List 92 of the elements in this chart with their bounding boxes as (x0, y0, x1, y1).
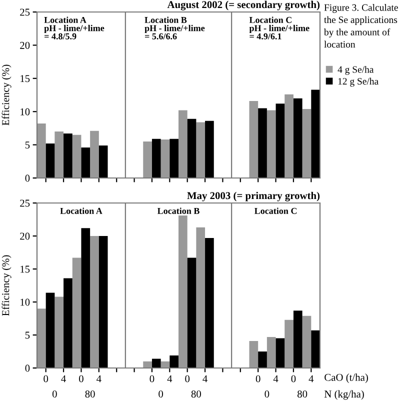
bar (143, 141, 152, 178)
x-tick-label: 0 (256, 375, 260, 382)
bar (302, 108, 312, 178)
bar (54, 296, 64, 368)
x-tick-label: 0 (185, 375, 190, 382)
bar (72, 258, 82, 368)
bar (46, 143, 55, 178)
bar (276, 338, 285, 368)
y-tick-label: 25 (20, 8, 30, 16)
bar (81, 147, 90, 178)
bar (160, 139, 170, 178)
bar (90, 236, 99, 368)
bar (178, 216, 188, 368)
caption: Figure 3. Calculate the Se applications by the amount of location (324, 4, 398, 48)
x-tick-label: 4 (167, 375, 172, 382)
bar (196, 227, 206, 368)
y-tick-label: 10 (20, 298, 30, 306)
bar (205, 238, 214, 368)
y-tick-label: 15 (20, 75, 30, 82)
y-tick-label: 0 (25, 364, 30, 372)
text: 80 (298, 390, 308, 398)
text: CaO (t/ha) (324, 374, 368, 383)
bar (266, 110, 276, 178)
text: 0 (264, 390, 270, 398)
bar (170, 355, 178, 368)
bar (72, 134, 82, 178)
y-tick-label: 5 (25, 332, 30, 339)
bar (98, 236, 108, 368)
bar (54, 132, 64, 178)
bar (152, 358, 161, 368)
y-axis-title: Efficiency (%) (2, 64, 12, 126)
x-tick-label: 4 (61, 375, 66, 382)
bar (276, 104, 285, 178)
bar (170, 138, 178, 178)
legend-label: 4 g Se/ha (338, 66, 374, 75)
bar (196, 122, 206, 178)
bar (311, 330, 320, 368)
bar (64, 134, 72, 178)
bar (249, 100, 258, 178)
y-tick-label: 20 (20, 232, 30, 240)
y-tick-label: 25 (20, 200, 30, 207)
annotation: Location B (157, 208, 200, 214)
bar (284, 320, 294, 368)
bar (258, 352, 267, 368)
bar (64, 278, 72, 368)
bar (258, 108, 267, 178)
x-tick-label: 0 (44, 375, 48, 382)
y-tick-label: 10 (20, 108, 30, 116)
bar (143, 361, 152, 368)
x-tick-label: 4 (273, 375, 278, 382)
bar (249, 340, 258, 368)
text: 80 (85, 390, 95, 398)
bar (152, 138, 161, 178)
y-tick-label: 5 (25, 142, 30, 149)
chart-title: August 2002 (= secondary growth) (167, 0, 320, 10)
bar (187, 118, 196, 178)
x-tick-label: 0 (150, 375, 154, 382)
bar (311, 90, 320, 178)
x-tick-label: 4 (202, 375, 208, 382)
bar (37, 124, 46, 178)
x-tick-label: 0 (291, 375, 296, 382)
bar (293, 98, 302, 178)
bar (284, 94, 294, 178)
annotation: Location C pH - lime/+lime = 4.9/6.1 (249, 16, 310, 40)
y-axis-title: Efficiency (%) (2, 255, 12, 316)
bar (46, 292, 55, 368)
x-tick-label: 4 (96, 375, 102, 382)
annotation: Location A (60, 208, 102, 214)
annotation: Location A pH - lime/+lime = 4.8/5.9 (44, 16, 104, 40)
bar (90, 130, 99, 178)
y-tick-label: 20 (20, 42, 30, 49)
chart-title: May 2003 (= primary growth) (187, 192, 320, 202)
bar (98, 145, 108, 178)
y-tick-label: 0 (25, 174, 30, 182)
bar (205, 120, 214, 178)
bar (266, 336, 276, 368)
text: 0 (158, 390, 164, 398)
x-tick-label: 4 (308, 375, 314, 382)
legend-label: 12 g Se/ha (338, 78, 378, 87)
text: 0 (52, 390, 57, 398)
bar (302, 316, 312, 368)
annotation: Location C (254, 208, 297, 214)
y-tick-label: 15 (20, 266, 30, 273)
annotation: Location B pH - lime/+lime = 5.6/6.6 (144, 16, 205, 40)
bar (293, 310, 302, 368)
bar (178, 110, 188, 178)
text: N (kg/ha) (324, 390, 364, 400)
bar (187, 258, 196, 368)
text: 80 (191, 390, 201, 398)
x-tick-label: 0 (79, 375, 84, 382)
bar (37, 308, 46, 368)
bar (81, 228, 90, 368)
